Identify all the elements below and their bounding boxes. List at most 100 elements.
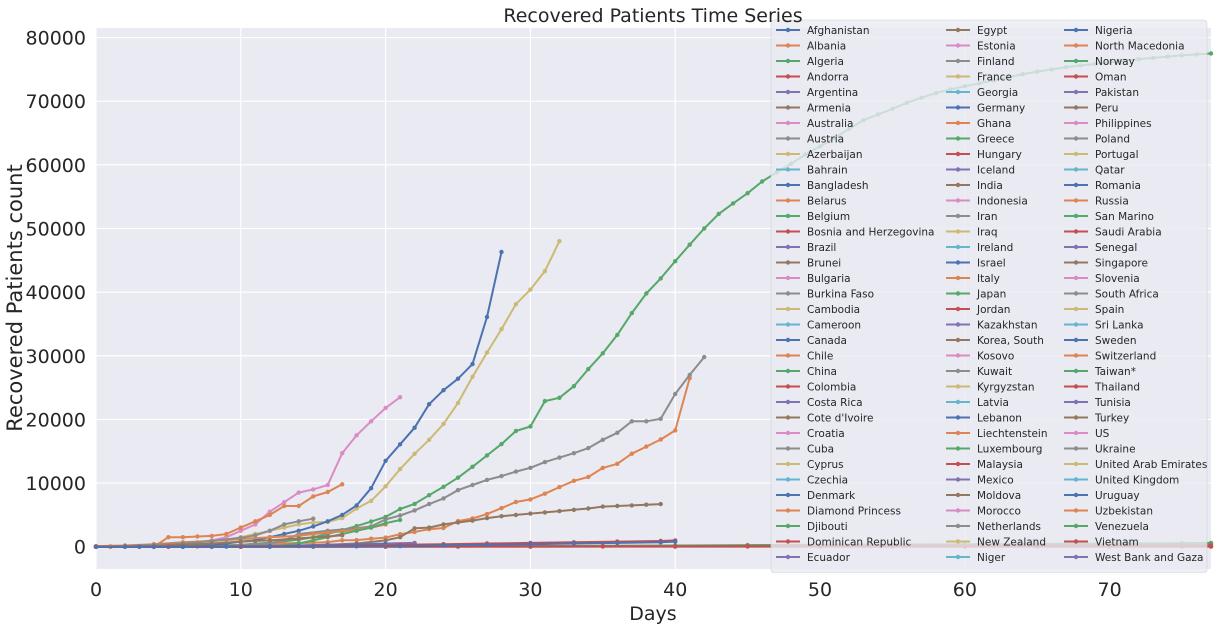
legend-marker [956, 90, 960, 94]
legend-marker [1074, 152, 1078, 156]
data-point [702, 355, 706, 359]
data-point [615, 431, 619, 435]
data-point [514, 500, 518, 504]
legend-label: Bahrain [807, 165, 848, 177]
data-point [659, 502, 663, 506]
data-point [297, 519, 301, 523]
legend-label: Liechtenstein [977, 428, 1048, 440]
legend-marker [956, 400, 960, 404]
data-point [586, 367, 590, 371]
legend-marker [786, 477, 790, 481]
legend-marker [956, 493, 960, 497]
data-point [412, 426, 416, 430]
y-tick-label: 10000 [26, 473, 86, 495]
data-point [398, 513, 402, 517]
data-point [297, 536, 301, 540]
legend-marker [786, 338, 790, 342]
data-point [282, 522, 286, 526]
data-point [543, 460, 547, 464]
data-point [528, 287, 532, 291]
legend-label: Uruguay [1095, 490, 1140, 502]
data-point [673, 544, 677, 548]
data-point [224, 532, 228, 536]
data-point [412, 526, 416, 530]
data-point [340, 451, 344, 455]
data-point [485, 315, 489, 319]
legend-marker [956, 43, 960, 47]
legend-label: Cuba [807, 444, 834, 456]
legend-label: Luxembourg [977, 444, 1042, 456]
data-point [528, 466, 532, 470]
legend-label: Taiwan* [1094, 366, 1136, 378]
data-point [485, 516, 489, 520]
data-point [586, 446, 590, 450]
data-point [412, 452, 416, 456]
x-tick-label: 50 [808, 579, 832, 601]
legend-marker [1074, 415, 1078, 419]
data-point [572, 541, 576, 545]
data-point [572, 479, 576, 483]
data-point [557, 396, 561, 400]
data-point [311, 487, 315, 491]
data-point [615, 541, 619, 545]
data-point [601, 544, 605, 548]
data-point [427, 438, 431, 442]
data-point [456, 377, 460, 381]
legend-label: Kazakhstan [977, 320, 1038, 332]
data-point [441, 522, 445, 526]
data-point [470, 375, 474, 379]
legend-marker [956, 167, 960, 171]
legend-label: Ukraine [1095, 444, 1136, 456]
data-point [427, 502, 431, 506]
data-point [499, 474, 503, 478]
legend-marker [1074, 508, 1078, 512]
legend-marker [786, 43, 790, 47]
data-point [601, 504, 605, 508]
data-point [383, 517, 387, 521]
legend-marker [956, 183, 960, 187]
legend-marker [1074, 276, 1078, 280]
legend-marker [786, 555, 790, 559]
legend-label: Australia [807, 118, 853, 130]
legend-label: Costa Rica [807, 397, 863, 409]
legend-label: United Arab Emirates [1095, 459, 1207, 471]
legend-label: Peru [1095, 103, 1118, 115]
legend-marker [1074, 105, 1078, 109]
legend-marker [956, 59, 960, 63]
data-point [470, 465, 474, 469]
data-point [412, 508, 416, 512]
data-point [702, 226, 706, 230]
data-point [760, 179, 764, 183]
legend-label: South Africa [1095, 289, 1159, 301]
y-tick-label: 0 [74, 537, 86, 559]
legend-marker [956, 462, 960, 466]
data-point [586, 475, 590, 479]
legend-label: Bosnia and Herzegovina [807, 227, 935, 239]
x-tick-label: 10 [229, 579, 253, 601]
legend-label: Tunisia [1094, 397, 1131, 409]
data-point [688, 243, 692, 247]
legend-marker [956, 229, 960, 233]
legend-label: Azerbaijan [807, 149, 863, 161]
data-point [398, 544, 402, 548]
legend-label: Croatia [807, 428, 845, 440]
legend-marker [786, 105, 790, 109]
legend-label: Argentina [807, 87, 858, 99]
data-point [369, 499, 373, 503]
data-point [499, 250, 503, 254]
data-point [340, 538, 344, 542]
legend-label: Nigeria [1095, 25, 1133, 37]
legend-label: Greece [977, 134, 1014, 146]
legend-marker [1074, 493, 1078, 497]
legend-marker [1074, 539, 1078, 543]
y-tick-label: 50000 [26, 218, 86, 240]
data-point [427, 493, 431, 497]
data-point [485, 478, 489, 482]
legend-marker [786, 198, 790, 202]
data-point [239, 536, 243, 540]
data-point [470, 483, 474, 487]
data-point [644, 503, 648, 507]
legend-label: Georgia [977, 87, 1018, 99]
legend-label: Armenia [807, 103, 851, 115]
data-point [1209, 544, 1213, 548]
